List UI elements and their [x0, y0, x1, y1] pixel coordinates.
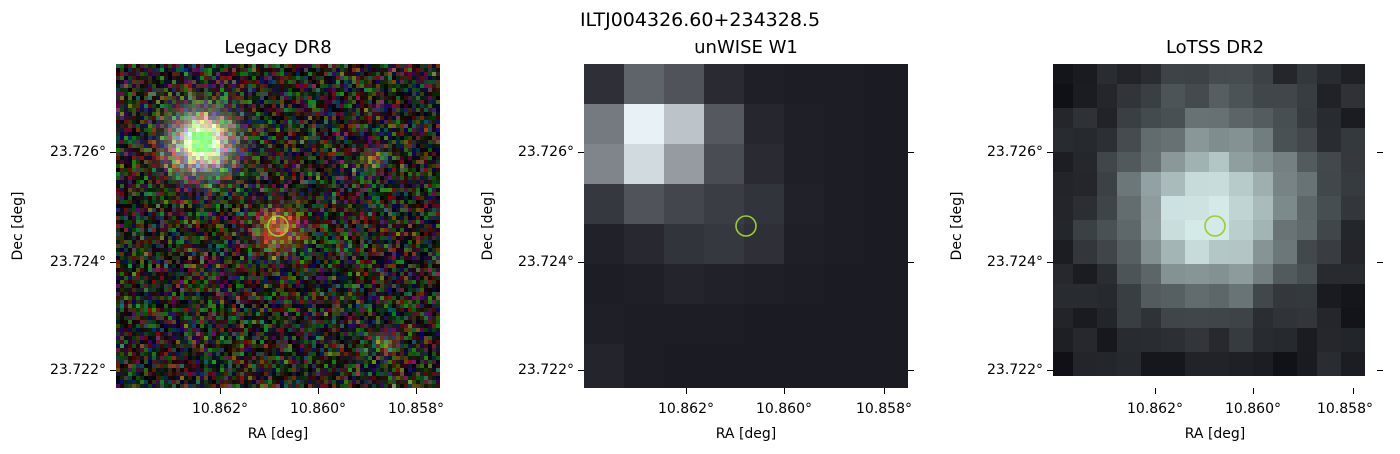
- legacy-cutout: [116, 64, 440, 388]
- ytick-label: 23.726°: [518, 144, 574, 160]
- ytick-label: 23.722°: [987, 362, 1043, 378]
- y-axis-label: Dec [deg]: [480, 191, 496, 261]
- xtick-mark: [884, 388, 885, 394]
- ytick-label: 23.722°: [50, 362, 106, 378]
- ytick-label: 23.724°: [987, 254, 1043, 270]
- x-axis-label: RA [deg]: [247, 426, 309, 442]
- xtick-label: 10.862°: [1127, 401, 1183, 417]
- marker-overlay: [735, 215, 757, 237]
- ytick-mark-right: [1377, 262, 1383, 263]
- xtick-mark: [1353, 388, 1354, 394]
- xtick-mark: [318, 388, 319, 394]
- xtick-label: 10.860°: [756, 401, 812, 417]
- x-axis-label: RA [deg]: [1184, 426, 1246, 442]
- ytick-mark: [1047, 262, 1053, 263]
- image-unwise: [584, 64, 908, 388]
- ytick-mark: [578, 152, 584, 153]
- xtick-mark: [416, 388, 417, 394]
- ytick-label: 23.726°: [987, 144, 1043, 160]
- ytick-label: 23.722°: [518, 362, 574, 378]
- xtick-label: 10.858°: [856, 401, 912, 417]
- ytick-mark: [110, 152, 116, 153]
- ytick-mark: [1047, 152, 1053, 153]
- x-axis-label: RA [deg]: [715, 426, 777, 442]
- xtick-label: 10.858°: [388, 401, 444, 417]
- ytick-mark-right: [908, 152, 914, 153]
- image-legacy: [116, 64, 440, 388]
- ytick-mark-right: [1377, 152, 1383, 153]
- source-marker-circle: [267, 215, 289, 237]
- panel-legacy: Legacy DR8 23.726° 23.724° 23.722° 10.86…: [0, 0, 444, 454]
- ytick-mark-right: [1377, 370, 1383, 371]
- source-marker-circle: [735, 215, 757, 237]
- xtick-label: 10.858°: [1317, 401, 1373, 417]
- xtick-mark: [1253, 388, 1254, 394]
- ytick-mark: [578, 262, 584, 263]
- xtick-mark: [220, 388, 221, 394]
- ytick-mark: [110, 262, 116, 263]
- ytick-mark: [110, 370, 116, 371]
- xtick-mark: [1155, 388, 1156, 394]
- y-axis-label: Dec [deg]: [949, 191, 965, 261]
- panel-unwise: unWISE W1 23.726° 23.724° 23.722° 10.862…: [0, 0, 914, 454]
- unwise-cutout: [584, 64, 908, 388]
- xtick-label: 10.862°: [192, 401, 248, 417]
- ytick-mark-right: [908, 262, 914, 263]
- marker-overlay: [1204, 215, 1226, 237]
- marker-overlay: [267, 215, 289, 237]
- lotss-cutout: [1053, 64, 1377, 388]
- xtick-label: 10.862°: [658, 401, 714, 417]
- panel-title: unWISE W1: [694, 37, 798, 58]
- ytick-label: 23.724°: [518, 254, 574, 270]
- xtick-mark: [784, 388, 785, 394]
- panel-title: Legacy DR8: [224, 37, 332, 58]
- xtick-mark: [686, 388, 687, 394]
- ytick-label: 23.726°: [50, 144, 106, 160]
- xtick-label: 10.860°: [1225, 401, 1281, 417]
- figure-title: ILTJ004326.60+234328.5: [579, 9, 821, 31]
- image-lotss: [1053, 64, 1377, 388]
- xtick-label: 10.860°: [290, 401, 346, 417]
- source-marker-circle: [1204, 215, 1226, 237]
- ytick-mark: [578, 370, 584, 371]
- ytick-label: 23.724°: [50, 254, 106, 270]
- ytick-mark: [1047, 370, 1053, 371]
- ytick-mark-right: [908, 370, 914, 371]
- panel-title: LoTSS DR2: [1165, 37, 1265, 58]
